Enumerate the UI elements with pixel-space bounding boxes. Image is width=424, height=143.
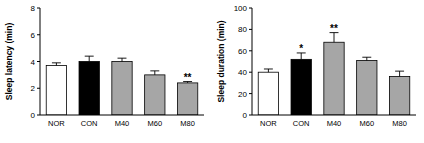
x-tick-label: M60 <box>360 119 375 128</box>
error-bar <box>264 69 273 72</box>
y-tick <box>249 93 252 94</box>
error-bar <box>330 33 339 43</box>
error-bar <box>395 71 404 76</box>
x-tick-label: M40 <box>327 119 342 128</box>
error-bar <box>52 63 61 66</box>
x-tick-label: CON <box>81 119 98 128</box>
x-tick-label: M60 <box>148 119 163 128</box>
chart-svg: ** 0 2 4 6 8 NOR CON M40 M60 M80 Sleep latency (min… <box>0 0 424 143</box>
error-bar <box>118 58 127 61</box>
x-tick-label: NOR <box>260 119 277 128</box>
bar <box>112 62 132 116</box>
y-tick-label: 4 <box>31 58 36 67</box>
y-tick <box>37 88 40 89</box>
y-tick <box>37 61 40 62</box>
x-tick-label: M40 <box>115 119 130 128</box>
error-bar <box>150 71 159 75</box>
x-tick-label: CON <box>293 119 310 128</box>
bar <box>324 42 344 115</box>
bar <box>357 60 377 115</box>
y-axis <box>252 8 253 115</box>
y-tick-label: 100 <box>234 4 248 13</box>
y-tick-label: 0 <box>31 111 36 120</box>
figure: ** 0 2 4 6 8 NOR CON M40 M60 M80 Sleep latency (min… <box>0 0 424 143</box>
marks <box>46 56 198 115</box>
error-bar <box>362 57 371 60</box>
y-tick <box>249 72 252 73</box>
y-tick-label: 60 <box>238 47 247 56</box>
bar <box>46 66 66 115</box>
y-tick <box>37 115 40 116</box>
error-bar <box>85 56 94 61</box>
bar <box>389 76 409 115</box>
bar <box>177 83 197 115</box>
y-tick <box>249 8 252 9</box>
bar <box>79 62 99 116</box>
y-tick <box>37 34 40 35</box>
bar <box>291 59 311 115</box>
y-tick-label: 8 <box>31 4 36 13</box>
y-tick <box>249 115 252 116</box>
y-tick-label: 6 <box>31 31 36 40</box>
panel: ***020406080100NORCONM40M60M80Sleep dura… <box>216 4 416 128</box>
significance-label: ** <box>184 72 192 83</box>
x-tick-label: M80 <box>180 119 195 128</box>
panel: ** 0 2 4 6 8 NOR CON M40 M60 M80 Sleep latency (min… <box>4 4 204 128</box>
y-tick-label: 80 <box>238 25 247 34</box>
y-axis-label: Sleep duration (min) <box>216 20 226 102</box>
marks <box>258 33 410 115</box>
x-tick-label: M80 <box>392 119 407 128</box>
y-tick <box>249 29 252 30</box>
bar <box>258 72 278 115</box>
significance-label: ** <box>330 23 338 34</box>
y-tick-label: 0 <box>243 111 248 120</box>
bar <box>145 75 165 115</box>
significance-label: * <box>299 43 303 54</box>
x-tick-label: NOR <box>48 119 65 128</box>
x-axis <box>40 115 204 116</box>
x-axis <box>252 115 416 116</box>
y-tick <box>37 8 40 9</box>
y-tick-label: 20 <box>238 90 247 99</box>
y-tick-label: 2 <box>31 84 36 93</box>
y-tick-label: 40 <box>238 68 247 77</box>
y-axis-label: Sleep latency (min) <box>4 23 14 101</box>
y-tick <box>249 50 252 51</box>
